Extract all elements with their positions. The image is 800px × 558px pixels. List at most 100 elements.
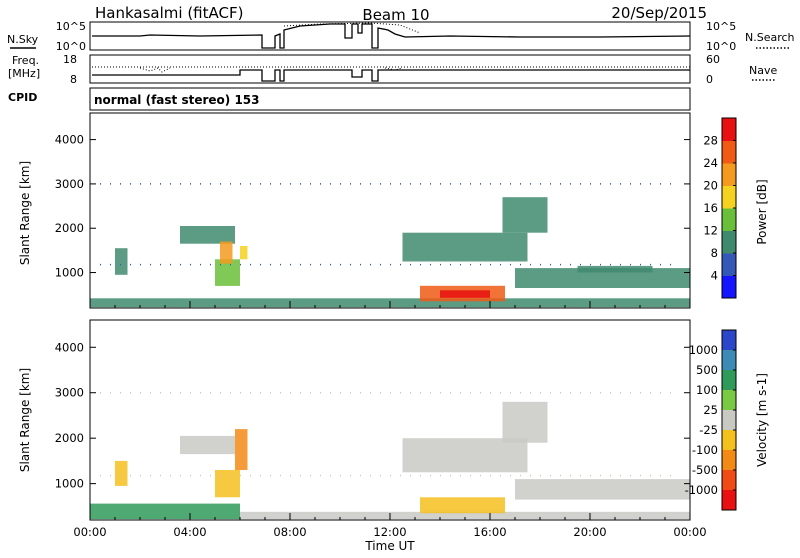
nsearch-label: N.Search (745, 31, 795, 44)
velocity-region-6 (402, 438, 528, 473)
colorbar-tick-label: 1000 (689, 343, 718, 357)
freq-panel (89, 54, 691, 84)
velocity-region-0 (90, 503, 240, 520)
power-region-10 (515, 268, 690, 288)
velocity-region-8 (420, 497, 505, 514)
station-title: Hankasalmi (fitACF) (95, 4, 243, 22)
colorbar-segment (722, 330, 736, 351)
power-region-9 (440, 290, 490, 298)
freq-trace (92, 69, 690, 82)
power-region-4 (220, 241, 233, 264)
cpid-panel (89, 87, 691, 111)
colorbar-segment (722, 410, 736, 431)
colorbar-tick-label: 100 (696, 383, 718, 397)
velocity-region-4 (235, 429, 248, 470)
colorbar-segment (722, 230, 736, 254)
time-xticks: 00:00 04:00 08:00 12:00 16:00 20:00 00:00 (73, 525, 706, 539)
ytick-label: 1000 (55, 477, 84, 491)
power-region-7 (502, 197, 548, 233)
colorbar-tick-label: 24 (703, 156, 718, 170)
velocity-colorbar: 1000 500 100 25 -25 -100 -500 -1000 (685, 329, 737, 511)
power-ylabel: Slant Range [km] (18, 161, 32, 265)
nave-label: Nave (749, 64, 777, 77)
freq-tick-bottom: 8 (70, 73, 77, 86)
velocity-panel: 1000 2000 3000 4000 Slant Range [km] 1000 50… (18, 319, 769, 553)
colorbar-segment (722, 208, 736, 231)
colorbar-tick-label: 25 (703, 403, 718, 417)
power-region-2 (180, 226, 235, 244)
colorbar-tick-label: -1000 (685, 483, 718, 497)
freq-unit-label: [MHz] (8, 67, 40, 80)
velocity-colorbar-label: Velocity [m s-1] (755, 373, 769, 467)
xtick-label: 04:00 (173, 525, 206, 539)
nsky-label: N.Sky (7, 33, 39, 46)
velocity-region-5 (115, 460, 128, 486)
power-panel: 1000 2000 3000 4000 Slant Range [km] 4 8 12 16… (18, 112, 769, 309)
ytick-label: 2000 (55, 431, 84, 445)
power-region-11 (577, 265, 653, 273)
nave-tick-top: 60 (706, 53, 720, 66)
date-title: 20/Sep/2015 (611, 4, 707, 22)
colorbar-tick-label: -100 (692, 443, 718, 457)
power-yticks: 1000 2000 3000 4000 (55, 133, 690, 280)
colorbar-tick-label: 20 (703, 179, 718, 193)
xtick-label: 16:00 (473, 525, 506, 539)
colorbar-segment (722, 490, 736, 511)
velocity-region-9 (515, 479, 690, 500)
nsky-tick-top: 10^5 (56, 20, 86, 33)
colorbar-tick-label: -25 (699, 423, 718, 437)
xtick-label: 08:00 (273, 525, 306, 539)
power-region-5 (240, 246, 248, 260)
ytick-label: 1000 (55, 266, 84, 280)
nsearch-tick-bottom: 10^0 (706, 40, 736, 53)
colorbar-tick-label: 28 (703, 134, 718, 148)
colorbar-tick-label: 8 (711, 246, 718, 260)
xtick-label: 00:00 (673, 525, 706, 539)
time-xlabel: Time UT (364, 539, 415, 553)
cpid-value: normal (fast stereo) 153 (94, 93, 260, 107)
colorbar-segment (722, 118, 736, 141)
nave-tick-bottom: 0 (706, 73, 713, 86)
velocity-region-2 (180, 435, 235, 455)
ytick-label: 4000 (55, 133, 84, 147)
xtick-label: 20:00 (573, 525, 606, 539)
ytick-label: 3000 (55, 386, 84, 400)
colorbar-segment (722, 275, 736, 299)
power-dot-rows (100, 183, 680, 266)
colorbar-frame (721, 329, 737, 511)
velocity-dot-rows (100, 391, 680, 477)
colorbar-segment (722, 350, 736, 371)
power-region-1 (115, 248, 128, 275)
colorbar-segment (722, 450, 736, 471)
ytick-label: 2000 (55, 221, 84, 235)
nsky-trace (92, 23, 691, 49)
cpid-label: CPID (8, 91, 37, 104)
nsearch-tick-top: 10^5 (706, 20, 736, 33)
colorbar-tick-label: 12 (703, 224, 718, 238)
freq-tick-top: 18 (63, 53, 77, 66)
velocity-region-7 (502, 401, 548, 443)
power-colorbar: 4 8 12 16 20 24 28 (703, 117, 737, 299)
colorbar-segment (722, 163, 736, 186)
ytick-label: 3000 (55, 177, 84, 191)
velocity-region-3 (215, 470, 240, 498)
power-region-3 (215, 259, 240, 286)
colorbar-segment (722, 390, 736, 411)
colorbar-tick-label: 500 (696, 363, 718, 377)
colorbar-segment (722, 185, 736, 209)
xtick-label: 12:00 (373, 525, 406, 539)
velocity-yticks: 1000 2000 3000 4000 (55, 340, 690, 491)
colorbar-tick-label: 16 (703, 201, 718, 215)
velocity-region-1 (240, 511, 690, 520)
velocity-ylabel: Slant Range [km] (18, 368, 32, 472)
velocity-regions (90, 401, 690, 520)
power-region-6 (402, 232, 528, 262)
beam-title: Beam 10 (362, 6, 429, 24)
freq-label: Freq. (12, 54, 39, 67)
colorbar-segment (722, 470, 736, 491)
colorbar-tick-label: 4 (711, 269, 718, 283)
nave-trace-detail (139, 67, 403, 73)
colorbar-segment (722, 430, 736, 451)
